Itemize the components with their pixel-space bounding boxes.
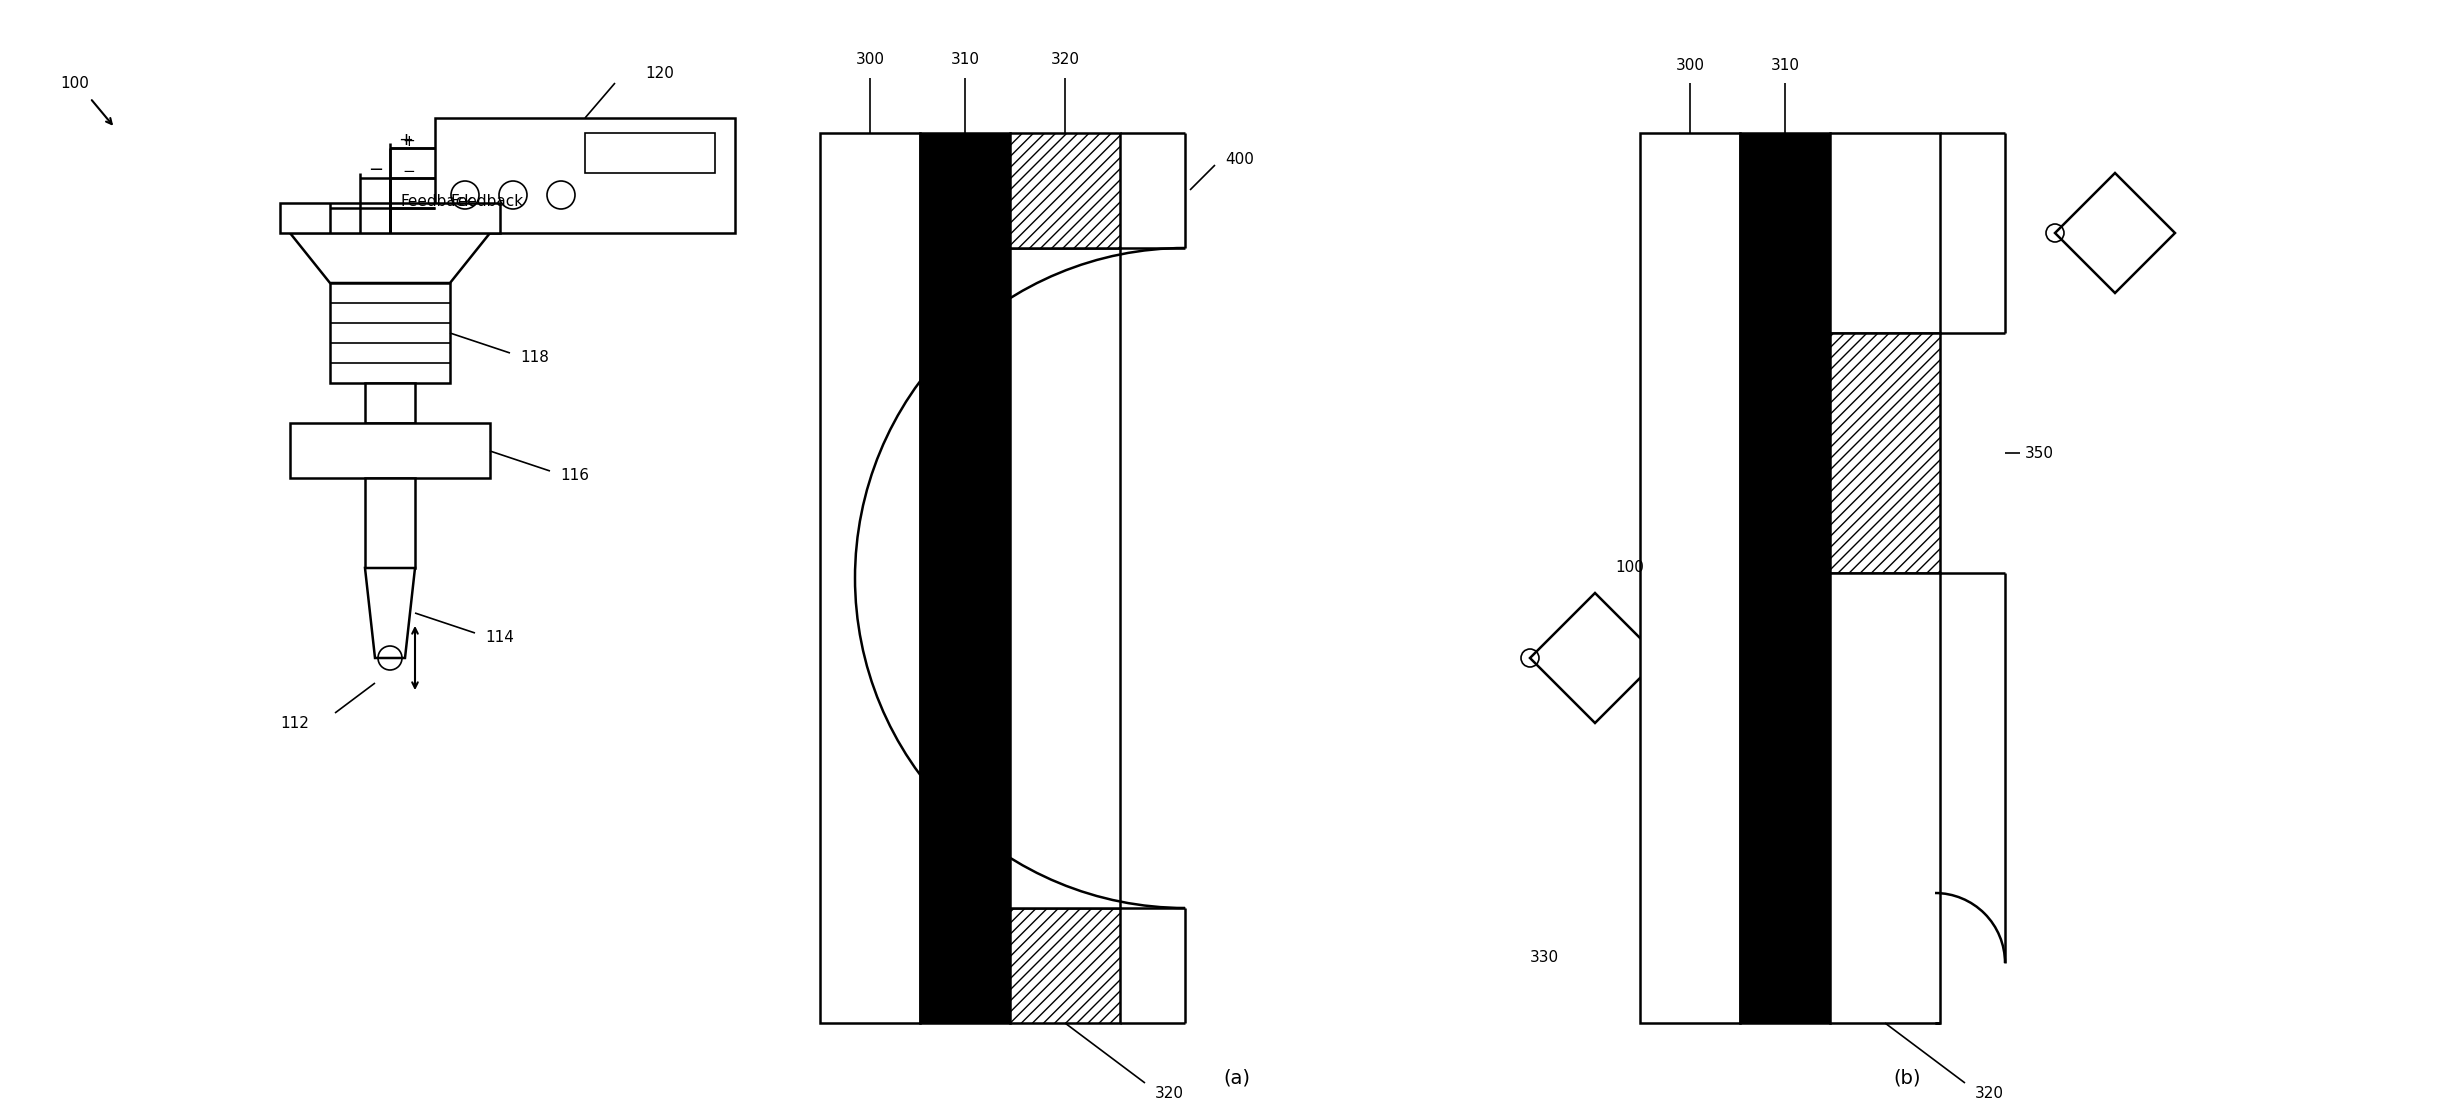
Bar — [1011, 133, 1119, 248]
Polygon shape — [2054, 173, 2174, 293]
Text: 310: 310 — [950, 53, 979, 67]
Text: 320: 320 — [1975, 1085, 2005, 1101]
Text: −: − — [402, 163, 415, 179]
Bar — [1011, 908, 1119, 1022]
Text: 300: 300 — [1676, 57, 1706, 73]
Text: +: + — [398, 131, 412, 149]
Bar — [584, 133, 714, 173]
Text: 120: 120 — [645, 65, 675, 81]
Bar — [920, 133, 1011, 1022]
Bar — [290, 422, 491, 478]
Text: 112: 112 — [280, 716, 309, 730]
Bar — [1831, 133, 1941, 333]
Bar — [329, 283, 449, 383]
Text: Feedback: Feedback — [449, 194, 523, 210]
Bar — [1831, 572, 1941, 1022]
Polygon shape — [366, 568, 415, 658]
Bar — [366, 478, 415, 568]
Text: −: − — [368, 161, 383, 179]
Text: 320: 320 — [1156, 1085, 1183, 1101]
Text: (a): (a) — [1225, 1069, 1252, 1088]
Text: +: + — [402, 133, 415, 149]
Polygon shape — [1529, 593, 1659, 722]
Text: 350: 350 — [2025, 446, 2054, 460]
Text: 330: 330 — [1529, 951, 1558, 965]
Text: 400: 400 — [1225, 152, 1254, 168]
Text: 114: 114 — [486, 631, 513, 645]
Text: 300: 300 — [856, 53, 883, 67]
Text: 116: 116 — [560, 469, 589, 483]
Bar — [1831, 333, 1941, 572]
Bar — [820, 133, 920, 1022]
Text: Feedback: Feedback — [400, 193, 474, 208]
Bar — [280, 203, 501, 233]
Bar — [1639, 133, 1740, 1022]
Bar — [366, 383, 415, 422]
Polygon shape — [290, 233, 491, 283]
Text: 118: 118 — [520, 351, 550, 365]
Bar — [1740, 133, 1831, 1022]
Bar — [434, 118, 736, 233]
Text: 100: 100 — [59, 75, 88, 90]
Text: 310: 310 — [1769, 57, 1799, 73]
Text: (b): (b) — [1892, 1069, 1921, 1088]
Bar — [1011, 248, 1119, 908]
Text: 320: 320 — [1050, 53, 1080, 67]
Text: 100: 100 — [1615, 560, 1644, 576]
